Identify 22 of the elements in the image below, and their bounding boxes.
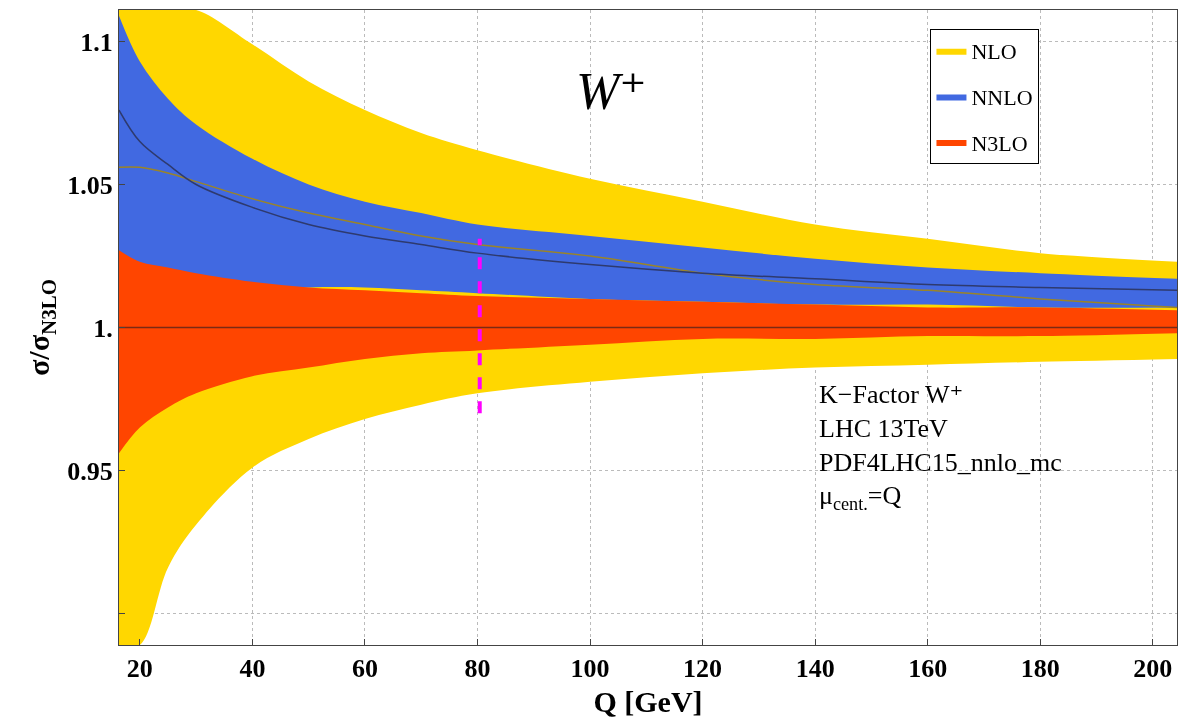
y-tick-label: 1.1 bbox=[80, 27, 113, 57]
legend-label: N3LO bbox=[971, 130, 1028, 156]
legend-label: NNLO bbox=[971, 85, 1033, 111]
x-tick-label: 80 bbox=[464, 654, 491, 684]
x-tick-label: 120 bbox=[683, 654, 723, 684]
y-tick-label: 1. bbox=[93, 313, 113, 343]
line-series bbox=[119, 109, 1177, 292]
x-tick-label: 140 bbox=[795, 654, 835, 684]
x-tick-label: 40 bbox=[239, 654, 266, 684]
line-series bbox=[119, 166, 1177, 309]
x-tick-label: 160 bbox=[908, 654, 948, 684]
x-axis-title: Q [GeV] bbox=[593, 684, 703, 718]
x-tick-label: 20 bbox=[126, 654, 153, 684]
x-tick-label: 60 bbox=[351, 654, 378, 684]
annotation: W⁺ bbox=[576, 63, 647, 120]
x-tick-label: 200 bbox=[1133, 654, 1173, 684]
y-tick-label: 0.95 bbox=[67, 456, 113, 486]
x-tick-label: 100 bbox=[570, 654, 610, 684]
x-tick-label: 180 bbox=[1020, 654, 1060, 684]
legend-label: NLO bbox=[971, 39, 1017, 65]
annotation: K−Factor W⁺ LHC 13TeV PDF4LHC15_nnlo_mc μ$_{cent.}$=Q bbox=[819, 380, 1062, 514]
y-tick-label: 1.05 bbox=[67, 170, 113, 200]
